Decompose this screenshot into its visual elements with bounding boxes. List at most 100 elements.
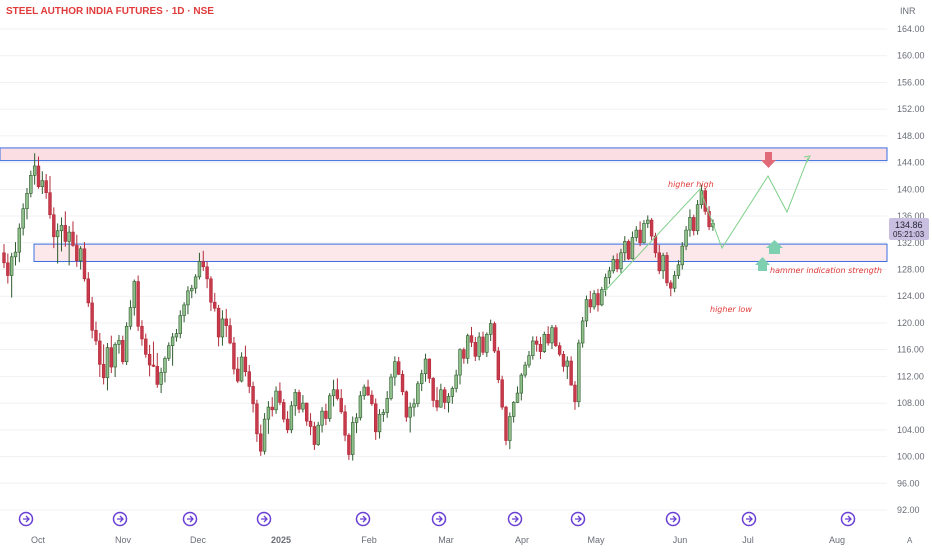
event-marker-icon[interactable] bbox=[18, 511, 34, 527]
event-marker-icon[interactable] bbox=[355, 511, 371, 527]
candle-body bbox=[454, 374, 458, 389]
candle-body bbox=[201, 261, 205, 268]
candle-body bbox=[178, 315, 182, 334]
candle-body bbox=[293, 392, 297, 407]
candle-body bbox=[377, 414, 382, 433]
candle-body bbox=[121, 340, 125, 362]
candle-body bbox=[370, 394, 374, 405]
event-marker-icon[interactable] bbox=[182, 511, 198, 527]
y-tick-label: 96.00 bbox=[897, 478, 920, 488]
candle-body bbox=[603, 277, 608, 290]
candle-body bbox=[393, 361, 397, 378]
candle-body bbox=[554, 327, 558, 346]
candle-body bbox=[190, 287, 194, 292]
x-tick-label: Dec bbox=[190, 535, 207, 545]
candle-body bbox=[167, 345, 171, 359]
candle-body bbox=[113, 344, 117, 368]
candle-body bbox=[523, 364, 527, 376]
x-tick-label: Feb bbox=[361, 535, 377, 545]
candle-body bbox=[232, 342, 236, 370]
candle-body bbox=[25, 193, 29, 210]
y-tick-label: 100.00 bbox=[897, 452, 925, 462]
candle-body bbox=[592, 293, 596, 308]
candle-body bbox=[527, 355, 531, 366]
auto-scale-button[interactable]: A bbox=[907, 536, 913, 545]
up-arrow-marker-1 bbox=[766, 240, 783, 254]
event-marker-icon[interactable] bbox=[570, 511, 586, 527]
candle-body bbox=[649, 219, 654, 237]
candle-body bbox=[511, 402, 516, 417]
candle-body bbox=[676, 264, 681, 276]
price-tag: 134.86 05:21:03 bbox=[889, 218, 929, 240]
candle-body bbox=[692, 217, 696, 232]
candle-body bbox=[289, 405, 294, 431]
candle-body bbox=[638, 229, 642, 244]
event-marker-icon[interactable] bbox=[840, 511, 856, 527]
candle-body bbox=[320, 410, 324, 426]
candle-body bbox=[469, 335, 474, 343]
candle-body bbox=[672, 275, 677, 289]
candle-body bbox=[205, 266, 209, 280]
candle-body bbox=[259, 433, 263, 452]
candle-body bbox=[596, 293, 600, 306]
candle-body bbox=[82, 248, 87, 280]
candle-body bbox=[431, 378, 435, 401]
up-arrow-marker-2 bbox=[755, 257, 770, 271]
candle-body bbox=[519, 374, 524, 394]
candle-body bbox=[684, 229, 688, 247]
candle-body bbox=[40, 180, 45, 187]
candle-body bbox=[646, 219, 650, 224]
candle-body bbox=[247, 371, 251, 387]
candle-body bbox=[450, 388, 455, 397]
candle-body bbox=[577, 342, 581, 403]
candle-body bbox=[36, 165, 41, 187]
candle-body bbox=[29, 175, 33, 194]
candle-body bbox=[316, 424, 320, 445]
candle-body bbox=[496, 350, 501, 381]
event-marker-icon[interactable] bbox=[741, 511, 757, 527]
candle-body bbox=[703, 190, 707, 212]
candle-body bbox=[688, 217, 692, 231]
candle-body bbox=[75, 245, 79, 262]
candle-body bbox=[404, 391, 409, 418]
candle-body bbox=[266, 406, 271, 420]
y-tick-label: 140.00 bbox=[897, 184, 925, 194]
candle-body bbox=[174, 333, 179, 338]
candle-body bbox=[611, 259, 615, 272]
candle-body bbox=[335, 389, 340, 399]
candle-body bbox=[151, 364, 156, 367]
y-tick-label: 128.00 bbox=[897, 265, 925, 275]
event-marker-icon[interactable] bbox=[112, 511, 128, 527]
candle-body bbox=[251, 386, 255, 405]
candle-body bbox=[600, 289, 604, 306]
event-marker-icon[interactable] bbox=[431, 511, 447, 527]
candle-body bbox=[224, 318, 228, 326]
candle-body bbox=[32, 165, 37, 176]
candle-body bbox=[389, 376, 393, 399]
candle-body bbox=[504, 406, 508, 441]
event-marker-icon[interactable] bbox=[507, 511, 523, 527]
candle-body bbox=[6, 262, 10, 276]
event-marker-icon[interactable] bbox=[665, 511, 681, 527]
event-marker-icon[interactable] bbox=[256, 511, 272, 527]
y-tick-label: 92.00 bbox=[897, 505, 920, 515]
candle-body bbox=[101, 364, 106, 379]
x-tick-label: Mar bbox=[438, 535, 454, 545]
y-tick-label: 164.00 bbox=[897, 24, 925, 34]
trend-path bbox=[603, 157, 809, 293]
candle-body bbox=[488, 323, 493, 335]
x-tick-label: Apr bbox=[515, 535, 529, 545]
candle-body bbox=[63, 225, 68, 242]
candle-body bbox=[416, 383, 420, 405]
y-tick-label: 112.00 bbox=[897, 371, 924, 381]
candle-body bbox=[569, 360, 573, 386]
annotation-hammer: hammer indication strength bbox=[770, 266, 882, 275]
candle-body bbox=[124, 325, 129, 362]
x-tick-label: Jul bbox=[742, 535, 754, 545]
candle-body bbox=[546, 334, 550, 344]
candle-body bbox=[423, 358, 428, 375]
candle-body bbox=[419, 373, 424, 385]
y-tick-label: 136.00 bbox=[897, 211, 925, 221]
candle-body bbox=[680, 245, 684, 266]
